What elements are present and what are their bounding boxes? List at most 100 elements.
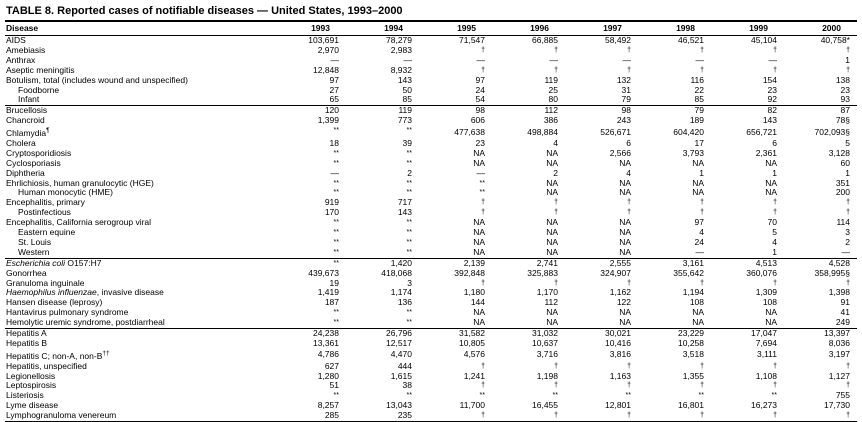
value-cell: 1 [772, 168, 777, 178]
value-cell: 656,721 [746, 126, 777, 137]
value-cell: † [773, 362, 777, 370]
table-row: Cryptosporidiosis ** ** NA NA 2,566 3,793 2,361… [5, 149, 857, 159]
value-cell: † [627, 199, 631, 207]
value-cell: 1,615 [390, 371, 412, 381]
value-cell: 17 [694, 138, 704, 148]
column-header-disease: Disease [5, 20, 273, 36]
value-cell: 119 [544, 75, 558, 85]
disease-name-part: Listeriosis [6, 391, 44, 401]
value-cell: 41 [840, 308, 850, 318]
value-cell: ** [333, 238, 339, 246]
value-cell: 1,127 [828, 371, 850, 381]
value-cell: 136 [397, 298, 412, 308]
disease-name: Haemophilus influenzae, invasive disease [5, 288, 273, 298]
value-cell: 1,163 [609, 371, 631, 381]
disease-name-part: Anthrax [6, 55, 36, 65]
value-cell: — [330, 168, 340, 178]
value-cell: 132 [616, 75, 631, 85]
table-row: St. Louis ** ** NA NA NA 24 4 2 [5, 238, 857, 248]
value-cell: NA [692, 158, 704, 168]
value-cell: ** [625, 392, 631, 400]
value-cell: 2,983 [390, 45, 412, 55]
value-cell: 8,932 [390, 65, 412, 75]
disease-name-part: ¶ [46, 127, 50, 135]
table-row: Haemophilus influenzae, invasive disease… [5, 288, 857, 298]
table-row: Listeriosis ** ** ** ** ** ** ** 755 [5, 391, 857, 401]
value-cell: 13,043 [386, 401, 412, 411]
disease-name: Encephalitis, California serogroup viral [5, 218, 273, 228]
disease-name: Diphtheria [5, 169, 273, 179]
disease-name: Chancroid [5, 116, 273, 126]
value-cell: ** [406, 219, 412, 227]
value-cell: 144 [470, 298, 485, 308]
table-row: Hansen disease (leprosy) 187 136 144 112 122 1… [5, 298, 857, 308]
disease-name-part: Legionellosis [6, 371, 56, 381]
value-cell: 79 [694, 105, 704, 116]
disease-name-part: Hepatitis, unspecified [6, 361, 87, 371]
value-cell: NA [692, 188, 704, 198]
value-cell: 200 [835, 188, 850, 198]
value-cell: † [554, 199, 558, 207]
value-cell: 78,279 [386, 35, 412, 46]
disease-name-part: Ehrlichiosis, human granulocytic (HGE) [6, 178, 154, 188]
value-cell: ** [479, 392, 485, 400]
value-cell: 45,104 [751, 35, 777, 46]
column-header-year-1996: 1996 [492, 20, 565, 36]
value-cell: 108 [689, 298, 704, 308]
value-cell: † [419, 411, 492, 422]
value-cell: † [481, 66, 485, 74]
value-cell: 16,455 [532, 401, 558, 411]
value-cell: NA [546, 218, 558, 228]
value-cell: 1 [845, 55, 850, 65]
value-cell: 12,517 [386, 339, 412, 349]
value-cell: † [773, 382, 777, 390]
value-cell: 418,068 [381, 268, 412, 278]
value-cell: † [711, 411, 784, 422]
disease-name-part: Granuloma inguinale [6, 278, 85, 288]
disease-name-part: AIDS [6, 35, 26, 45]
value-cell: 16,273 [751, 401, 777, 411]
value-cell: 773 [397, 116, 412, 126]
value-cell: 1,398 [828, 288, 850, 298]
value-cell: 1,194 [682, 288, 704, 298]
value-cell: † [554, 209, 558, 217]
value-cell: 1 [699, 168, 704, 178]
value-cell: 7,694 [755, 339, 777, 349]
table-row: Anthrax — — — — — — — 1 [5, 56, 857, 66]
disease-name-part: Infant [18, 95, 40, 105]
value-cell: 285 [273, 411, 346, 422]
disease-name: Hepatitis, unspecified [5, 362, 273, 372]
value-cell: † [773, 199, 777, 207]
column-header-year-1993: 1993 [273, 20, 346, 36]
value-cell: 31,032 [532, 328, 558, 339]
value-cell: 392,848 [454, 268, 485, 278]
value-cell: 60 [840, 158, 850, 168]
table-row: Cyclosporiasis ** ** NA NA NA NA NA 60 [5, 159, 857, 169]
disease-name: Foodborne [5, 86, 273, 96]
value-cell: 3,197 [828, 349, 850, 360]
disease-name-part: Lyme disease [6, 401, 59, 411]
value-cell: 4 [553, 138, 558, 148]
value-cell: 3,816 [609, 349, 631, 360]
value-cell: ** [406, 309, 412, 317]
value-cell: 10,637 [532, 339, 558, 349]
disease-name: Hepatitis B [5, 339, 273, 349]
value-cell: 154 [762, 75, 777, 85]
value-cell: 324,907 [600, 268, 631, 278]
disease-name: Postinfectious [5, 208, 273, 218]
table-row: Legionellosis 1,280 1,615 1,241 1,198 1,163 1,… [5, 372, 857, 382]
value-cell: ** [333, 179, 339, 187]
value-cell: † [554, 279, 558, 287]
disease-name-part: Human monocytic (HME) [18, 188, 113, 198]
value-cell: 1,174 [390, 288, 412, 298]
disease-name: Lymphogranuloma venereum [5, 411, 273, 422]
table-row: Hantavirus pulmonary syndrome ** ** NA NA NA N… [5, 308, 857, 318]
disease-name: Hansen disease (leprosy) [5, 298, 273, 308]
value-cell: — [330, 55, 340, 65]
value-cell: NA [619, 308, 631, 318]
value-cell: † [627, 279, 631, 287]
value-cell: † [627, 362, 631, 370]
disease-name: Encephalitis, primary [5, 198, 273, 208]
value-cell: ** [479, 179, 485, 187]
disease-name-part: Chancroid [6, 116, 45, 126]
